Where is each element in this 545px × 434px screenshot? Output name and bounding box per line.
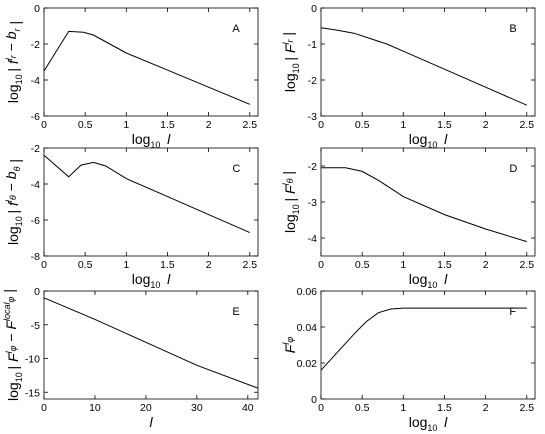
panel-d-ytick-label: -4 [308, 233, 317, 245]
panel-d-xtick-label: 2.5 [519, 259, 534, 271]
panel-a-frame [43, 7, 259, 117]
panel-a-xtick-label: 2.5 [242, 119, 257, 131]
panel-c-xtick-label: 0.5 [78, 259, 93, 271]
panel-a-ytick-label: -4 [31, 75, 40, 87]
panel-f-xtick-label: 2.5 [519, 402, 534, 414]
panel-a-xtick-label: 2 [206, 119, 212, 131]
panel-c-xtick-label: 2.5 [242, 259, 257, 271]
panel-f-xtick-label: 1.5 [437, 402, 452, 414]
panel-a-ytick-label: -2 [31, 39, 40, 51]
panel-f-ytick-label: 0.02 [297, 358, 318, 370]
panel-b-series-line [320, 27, 528, 106]
panel-a-xlabel: log10 l [132, 131, 171, 150]
panel-c-xlabel: log10 l [132, 271, 171, 290]
panel-b-xlabel: log10 l [409, 131, 448, 150]
panel-e-xtick-label: 0 [41, 402, 47, 414]
panel-d-letter: D [509, 163, 517, 175]
panel-f-ylabel: Flφ [281, 337, 298, 354]
panel-c-ytick-label: -4 [31, 179, 40, 191]
panel-d-xtick-label: 2 [483, 259, 489, 271]
panel-f-ytick-label: 0.06 [297, 286, 318, 298]
panel-f-ytick-label: 0 [311, 394, 317, 406]
panel-e-ytick-label: 0 [34, 286, 40, 298]
panel-d-ylabel: log10 | Flθ | [280, 171, 301, 233]
panel-d-xtick-label: 1 [400, 259, 406, 271]
panel-f-series-line [320, 307, 527, 371]
panel-c-xtick-label: 1 [123, 259, 129, 271]
panel-b-xtick-label: 0 [318, 119, 324, 131]
panel-a-letter: A [232, 23, 240, 35]
panel-f-xlabel: log10 l [409, 414, 448, 433]
panel-b-ytick-label: -3 [308, 111, 317, 123]
panel-e-ylabel: log10 | Flφ − Flocalφ | [1, 289, 24, 401]
panel-d-frame [320, 147, 536, 257]
panel-c-ytick-label: -8 [31, 251, 40, 263]
panel-e: 0 10 20 30 40 -15 -10 -5 0 El log10 | Flφ − Flocal… [1, 286, 259, 430]
panel-b-xtick-label: 1 [400, 119, 406, 131]
panel-e-ytick-label: -15 [25, 387, 40, 399]
panel-d-xlabel: log10 l [409, 271, 448, 290]
panel-c-letter: C [232, 163, 240, 175]
panel-f-xtick-label: 2 [483, 402, 489, 414]
panel-f-xtick-label: 0.5 [355, 402, 370, 414]
panel-f-letter: F [509, 306, 516, 318]
panel-a-series-line [43, 30, 250, 105]
panel-e-ytick-label: -5 [31, 320, 40, 332]
panel-e-xlabel: l [149, 414, 153, 430]
panel-a-xtick-label: 1.5 [160, 119, 175, 131]
panel-d-ytick-label: -2 [308, 161, 317, 173]
panel-a-ylabel: log10 | flr − br | [3, 21, 24, 103]
panel-c-ytick-label: -2 [31, 143, 40, 155]
panel-e-letter: E [232, 306, 239, 318]
panel-a-xtick-label: 0.5 [78, 119, 93, 131]
panel-a-xtick-label: 0 [41, 119, 47, 131]
panel-d-series-line [321, 167, 527, 243]
panel-c-xtick-label: 2 [206, 259, 212, 271]
panel-f-ytick-label: 0.04 [297, 322, 318, 334]
panel-e-ytick-label: -10 [25, 354, 40, 366]
panel-d-ytick-label: -3 [308, 197, 317, 209]
panel-f-frame [320, 290, 536, 400]
panel-a-xtick-label: 1 [123, 119, 129, 131]
panel-e-xtick-label: 30 [191, 402, 203, 414]
panel-a-ytick-label: 0 [34, 3, 40, 15]
panel-b-xtick-label: 2 [483, 119, 489, 131]
panel-b-frame [320, 7, 536, 117]
panel-b-ytick-label: -2 [308, 75, 317, 87]
panel-b-xtick-label: 1.5 [437, 119, 452, 131]
panel-d-xtick-label: 0.5 [355, 259, 370, 271]
panel-e-xtick-label: 40 [242, 402, 254, 414]
panel-c-ylabel: log10 | flθ − bθ | [3, 159, 24, 245]
panel-b-xtick-label: 0.5 [355, 119, 370, 131]
panel-a-ytick-label: -6 [31, 111, 40, 123]
panel-c-xtick-label: 1.5 [160, 259, 175, 271]
panel-b-ytick-label: -1 [308, 39, 317, 51]
panel-d-xtick-label: 1.5 [437, 259, 452, 271]
panel-c-frame [43, 147, 259, 257]
panel-e-xtick-label: 10 [89, 402, 101, 414]
panel-b-ylabel: log10 | Flr | [280, 32, 301, 92]
panel-e-frame [43, 290, 259, 400]
panel-c-ytick-label: -6 [31, 215, 40, 227]
panel-b-xtick-label: 2.5 [519, 119, 534, 131]
panel-e-series-line [43, 297, 259, 389]
panel-f-xtick-label: 1 [400, 402, 406, 414]
panel-b-ytick-label: 0 [311, 3, 317, 15]
panel-b-letter: B [509, 23, 516, 35]
panel-f-xtick-label: 0 [318, 402, 324, 414]
panel-e-xtick-label: 20 [140, 402, 152, 414]
panel-d-xtick-label: 0 [318, 259, 324, 271]
panel-c-xtick-label: 0 [41, 259, 47, 271]
panel-c-series-line [43, 154, 251, 234]
